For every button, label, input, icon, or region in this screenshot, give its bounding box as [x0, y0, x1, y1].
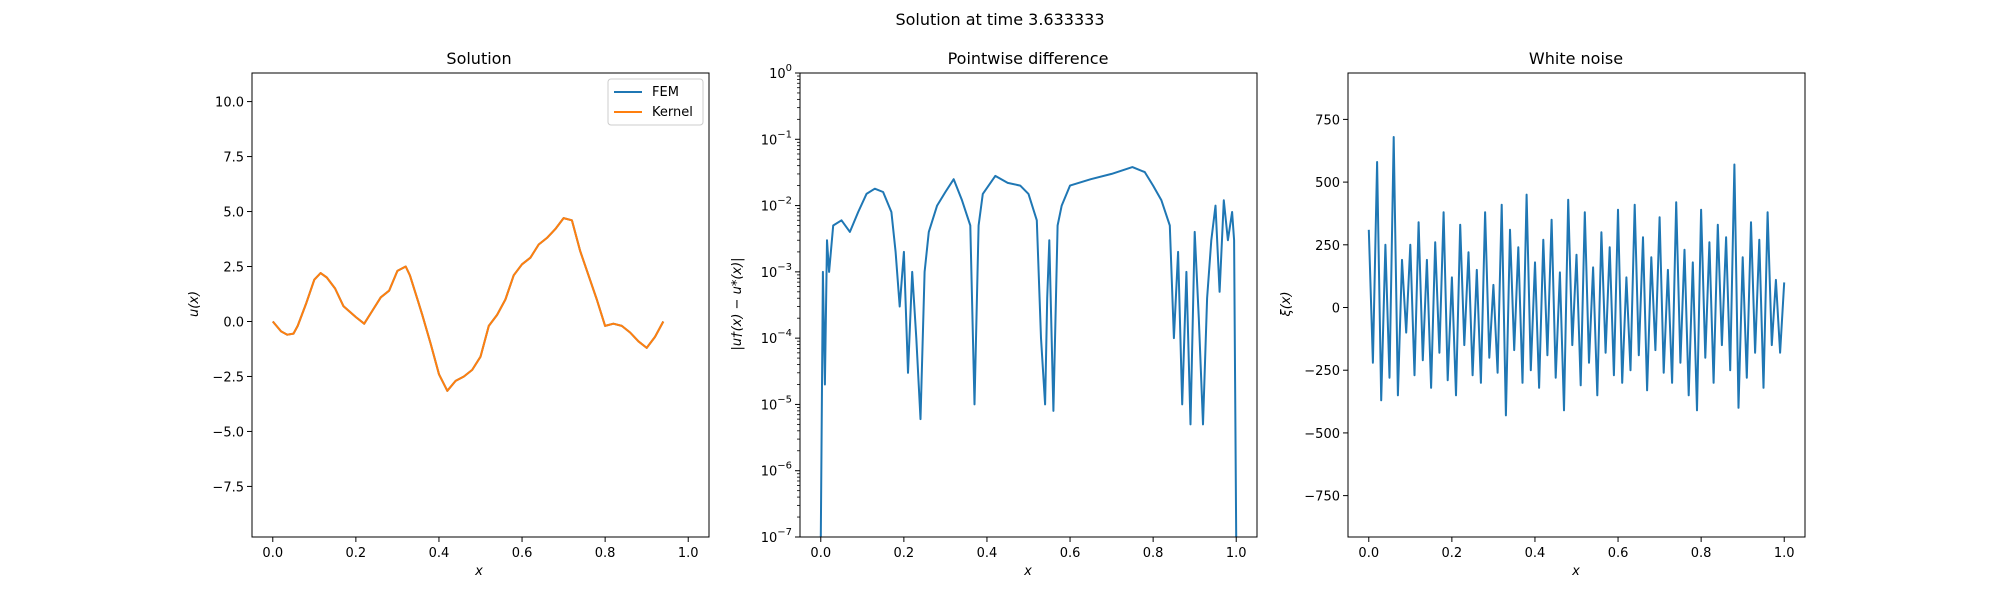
noise-ticks: 0.0 0.2 0.4 0.6 0.8 1.0 −750 −500 −250 0 250 500 750 [1304, 113, 1794, 561]
difference-xtick-label: 0.6 [1060, 546, 1081, 561]
solution-xlabel: x [474, 564, 483, 579]
figure-suptitle: Solution at time 3.633333 [895, 10, 1104, 29]
solution-ytick-label: −2.5 [212, 370, 244, 385]
solution-ytick-label: 0.0 [223, 315, 244, 330]
difference-xtick-label: 0.4 [977, 546, 998, 561]
solution-ytick-label: −5.0 [212, 425, 244, 440]
noise-xlabel: x [1571, 564, 1580, 579]
noise-xtick-label: 0.6 [1608, 546, 1629, 561]
noise-xtick-label: 0.0 [1358, 546, 1379, 561]
solution-series-kernel-line [272, 217, 665, 392]
noise-ytick-label: 750 [1315, 113, 1340, 128]
noise-series-noise-line [1367, 136, 1786, 417]
noise-ylabel: ξ(x) [1279, 291, 1294, 317]
solution-ylabel: u(x) [187, 291, 202, 317]
difference-panel: Pointwise difference x |u†(x) − u*(x)| 0… [730, 49, 1258, 579]
noise-xtick-label: 0.8 [1691, 546, 1712, 561]
noise-axes-frame [1347, 72, 1806, 538]
noise-lines [1367, 136, 1786, 417]
solution-lines [272, 217, 665, 392]
noise-ytick-label: 0 [1332, 302, 1340, 317]
difference-axes-frame [799, 72, 1258, 538]
noise-ytick-label: −500 [1304, 427, 1340, 442]
solution-xtick-label: 0.4 [429, 546, 450, 561]
difference-xtick-label: 0.2 [894, 546, 915, 561]
difference-xtick-label: 1.0 [1226, 546, 1247, 561]
solution-ytick-label: −7.5 [212, 480, 244, 495]
solution-xtick-label: 1.0 [678, 546, 699, 561]
solution-series-fem-line [272, 217, 665, 392]
difference-xlabel: x [1023, 564, 1032, 579]
noise-panel: White noise x ξ(x) 0.0 0.2 0.4 0.6 0.8 1.0 −75… [1279, 49, 1806, 579]
difference-ytick-label: 10−7 [761, 527, 792, 546]
difference-xtick-label: 0.8 [1143, 546, 1164, 561]
difference-ylabel: |u†(x) − u*(x)| [730, 257, 745, 350]
noise-ytick-label: 250 [1315, 239, 1340, 254]
difference-lines [819, 166, 1238, 538]
difference-ytick-label: 10−6 [761, 461, 792, 480]
solution-panel: Solution x u(x) 0.0 0.2 0.4 0.6 0.8 1.0 −7.5 −5… [187, 49, 710, 579]
noise-ytick-label: 500 [1315, 176, 1340, 191]
solution-legend: FEM Kernel [607, 78, 704, 126]
noise-title: White noise [1529, 49, 1623, 68]
solution-xtick-label: 0.6 [512, 546, 533, 561]
difference-ytick-label: 10−1 [761, 129, 792, 148]
difference-title: Pointwise difference [948, 49, 1109, 68]
difference-ytick-label: 10−5 [761, 394, 792, 413]
solution-ytick-label: 7.5 [223, 151, 244, 166]
difference-ticks: 0.0 0.2 0.4 0.6 0.8 1.0 10−7 10−6 10−5 10−4 10−3 10… [761, 63, 1247, 561]
legend-fem-label: FEM [652, 85, 679, 100]
solution-ytick-label: 2.5 [223, 261, 244, 276]
solution-xtick-label: 0.2 [346, 546, 367, 561]
noise-xtick-label: 0.4 [1525, 546, 1546, 561]
solution-ytick-label: 5.0 [223, 206, 244, 221]
solution-title: Solution [446, 49, 511, 68]
solution-ticks: 0.0 0.2 0.4 0.6 0.8 1.0 −7.5 −5.0 −2.5 0.0 2.5 5.0 7… [212, 96, 698, 561]
difference-xtick-label: 0.0 [810, 546, 831, 561]
difference-ytick-label: 10−4 [761, 328, 792, 347]
solution-xtick-label: 0.8 [595, 546, 616, 561]
difference-series-difference-line [819, 166, 1238, 538]
difference-ytick-label: 100 [769, 63, 792, 82]
solution-ytick-label: 10.0 [215, 96, 244, 111]
noise-xtick-label: 1.0 [1774, 546, 1795, 561]
legend-box [607, 78, 704, 126]
noise-xtick-label: 0.2 [1442, 546, 1463, 561]
solution-xtick-label: 0.0 [262, 546, 283, 561]
difference-ytick-label: 10−2 [761, 196, 792, 215]
noise-ytick-label: −250 [1304, 364, 1340, 379]
solution-axes-frame [251, 72, 710, 538]
legend-kernel-label: Kernel [652, 105, 693, 120]
noise-ytick-label: −750 [1304, 490, 1340, 505]
difference-ytick-label: 10−3 [761, 262, 792, 281]
